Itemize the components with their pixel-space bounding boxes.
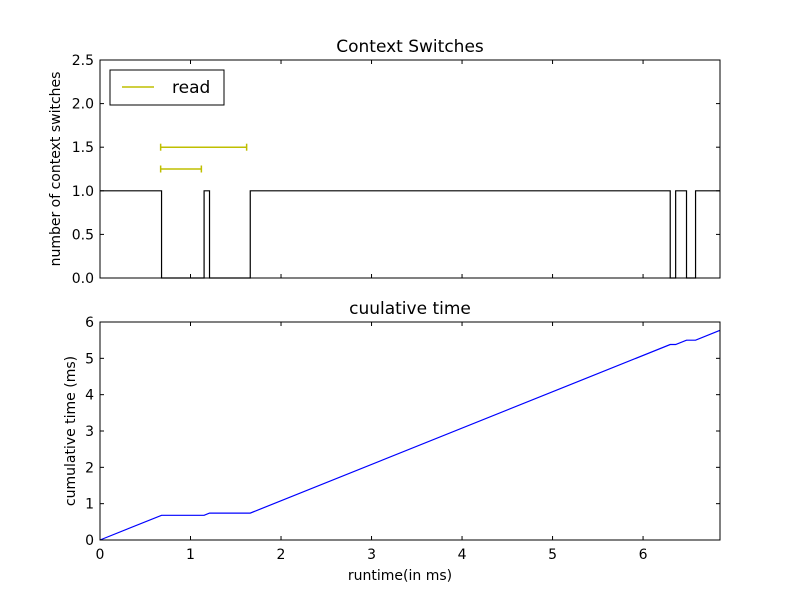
x-tick-label: 1 bbox=[186, 547, 195, 563]
legend-read-label: read bbox=[172, 78, 210, 98]
x-tick-label: 2 bbox=[277, 547, 286, 563]
read-intervals-group bbox=[159, 143, 248, 173]
y-tick-label: 0 bbox=[85, 533, 94, 549]
x-tick-label: 6 bbox=[639, 547, 648, 563]
x-tick-label: 5 bbox=[548, 547, 557, 563]
cumulative-time-series-group bbox=[99, 329, 721, 541]
context-switches-axes-frame bbox=[99, 59, 721, 279]
cumulative-time-line bbox=[99, 329, 721, 541]
runtime-x-axis-label: runtime(in ms) bbox=[348, 568, 452, 584]
context-switches-ticks: 0.0 0.5 1.0 1.5 2.0 2.5 bbox=[72, 53, 720, 287]
x-tick-label: 3 bbox=[367, 547, 376, 563]
x-tick-label: 4 bbox=[458, 547, 467, 563]
x-tick-label: 0 bbox=[96, 547, 105, 563]
legend: read bbox=[109, 69, 225, 106]
cumulative-time-y-axis-label: cumulative time (ms) bbox=[63, 356, 79, 506]
y-tick-label: 2.5 bbox=[72, 53, 94, 69]
y-tick-label: 2.0 bbox=[72, 97, 94, 113]
y-tick-label: 0.5 bbox=[72, 227, 94, 243]
y-tick-label: 5 bbox=[85, 351, 94, 367]
y-tick-label: 6 bbox=[85, 315, 94, 331]
cumulative-time-subplot: cuulative time cumulative time (ms) runt… bbox=[63, 299, 721, 584]
y-tick-label: 3 bbox=[85, 424, 94, 440]
y-tick-label: 1.0 bbox=[72, 184, 94, 200]
y-tick-label: 4 bbox=[85, 388, 94, 404]
context-switches-subplot: Context Switches number of context switc… bbox=[48, 37, 721, 287]
context-switches-title: Context Switches bbox=[336, 37, 484, 57]
cumulative-time-title: cuulative time bbox=[349, 299, 471, 319]
y-tick-label: 2 bbox=[85, 460, 94, 476]
y-tick-label: 0.0 bbox=[72, 271, 94, 287]
y-tick-label: 1 bbox=[85, 497, 94, 513]
cumulative-time-axes-frame bbox=[99, 321, 721, 541]
context-switches-y-axis-label: number of context switches bbox=[48, 72, 64, 267]
y-tick-label: 1.5 bbox=[72, 140, 94, 156]
cumulative-time-ticks: 0 1 2 3 4 5 6 0 1 2 3 4 5 6 bbox=[85, 315, 720, 563]
